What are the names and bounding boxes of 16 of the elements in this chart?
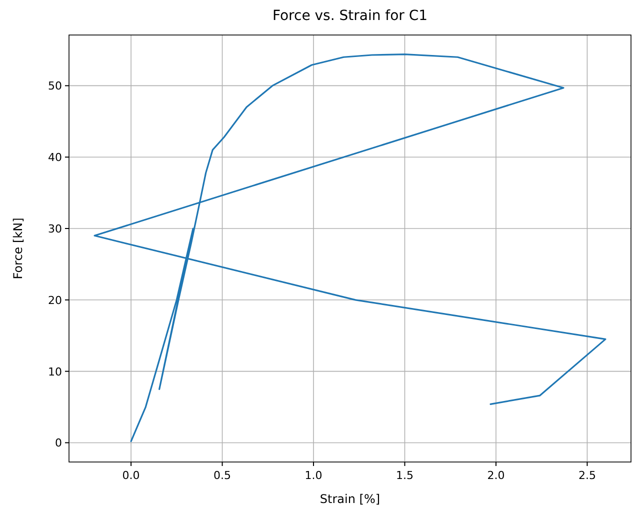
y-tick-label: 0 (55, 436, 62, 450)
x-tick-label: 0.0 (122, 469, 140, 482)
x-axis-title: Strain [%] (320, 492, 380, 506)
y-tick-label: 10 (48, 365, 62, 378)
x-tick-label: 2.0 (487, 469, 505, 482)
y-tick-label: 30 (48, 222, 62, 236)
y-tick-label: 40 (48, 151, 62, 164)
chart-title: Force vs. Strain for C1 (272, 8, 428, 24)
y-tick-label: 20 (48, 294, 62, 307)
y-tick-label: 50 (48, 80, 62, 93)
x-tick-label: 2.5 (578, 469, 596, 482)
line-series (94, 53, 606, 442)
x-tick-label: 1.5 (396, 469, 414, 482)
x-tick-label: 0.5 (214, 469, 232, 482)
y-axis-title: Force [kN] (11, 218, 25, 280)
x-tick-label: 1.0 (304, 469, 322, 482)
